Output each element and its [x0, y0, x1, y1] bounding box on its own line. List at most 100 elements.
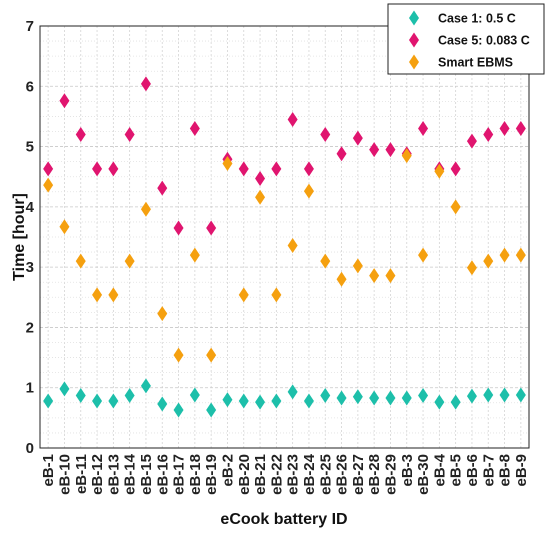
data-point-series-2: [418, 120, 429, 136]
data-point-series-1: [140, 378, 151, 394]
y-tick-label: 6: [26, 78, 34, 95]
data-point-series-2: [515, 120, 526, 136]
x-tick-label: eB-1: [40, 454, 57, 487]
x-tick-label: eB-6: [464, 454, 481, 487]
data-point-series-3: [59, 219, 70, 235]
y-tick-label: 1: [26, 380, 34, 397]
y-tick-label: 2: [26, 319, 34, 336]
data-point-series-3: [108, 287, 119, 303]
legend-marker-series-1: [409, 10, 419, 26]
x-tick-label: eB-5: [448, 454, 465, 487]
data-point-series-1: [173, 402, 184, 418]
data-point-series-2: [352, 130, 363, 146]
data-point-series-2: [140, 76, 151, 92]
data-point-series-2: [499, 120, 510, 136]
data-point-series-3: [255, 189, 266, 205]
data-point-series-1: [434, 394, 445, 410]
x-tick-label: eB-24: [301, 453, 318, 495]
data-point-series-1: [303, 393, 314, 409]
y-tick-label: 5: [26, 139, 34, 156]
x-tick-label: eB-20: [236, 454, 253, 495]
x-tick-label: eB-15: [138, 454, 155, 495]
data-point-series-3: [320, 253, 331, 269]
data-point-series-2: [173, 220, 184, 236]
data-point-series-2: [75, 127, 86, 143]
data-point-series-3: [287, 237, 298, 253]
data-point-series-3: [124, 253, 135, 269]
data-point-series-3: [75, 253, 86, 269]
data-point-series-3: [189, 247, 200, 263]
data-point-series-1: [418, 388, 429, 404]
data-point-series-3: [336, 271, 347, 287]
x-tick-label: eB-16: [154, 454, 171, 495]
data-point-series-1: [222, 392, 233, 408]
data-point-series-3: [401, 148, 412, 164]
data-point-series-2: [287, 111, 298, 127]
data-point-series-2: [466, 133, 477, 149]
data-point-series-1: [499, 387, 510, 403]
data-point-series-1: [450, 394, 461, 410]
x-axis-title: eCook battery ID: [220, 511, 347, 528]
x-tick-label: eB-30: [415, 454, 432, 495]
data-point-series-2: [255, 171, 266, 187]
data-point-series-3: [206, 347, 217, 363]
data-point-series-1: [385, 390, 396, 406]
x-tick-label: eB-22: [268, 454, 285, 495]
legend-label-series-2: Case 5: 0.083 C: [438, 34, 530, 48]
x-tick-label: eB-3: [399, 454, 416, 487]
data-markers: [43, 76, 526, 418]
x-tick-label: eB-18: [187, 454, 204, 495]
data-point-series-2: [303, 161, 314, 177]
plot-background: [40, 26, 529, 448]
data-point-series-1: [369, 390, 380, 406]
x-tick-label: eB-26: [334, 454, 351, 495]
data-point-series-3: [140, 201, 151, 217]
x-tick-label: eB-23: [285, 454, 302, 495]
x-tick-label: eB-7: [480, 454, 497, 487]
y-axis-title: Time [hour]: [11, 193, 28, 281]
data-point-series-3: [238, 287, 249, 303]
data-point-series-2: [271, 161, 282, 177]
data-point-series-1: [466, 388, 477, 404]
data-point-series-1: [189, 387, 200, 403]
data-point-series-3: [92, 287, 103, 303]
data-point-series-2: [189, 120, 200, 136]
data-point-series-2: [369, 142, 380, 158]
data-point-series-1: [336, 390, 347, 406]
data-point-series-1: [75, 388, 86, 404]
y-tick-label: 3: [26, 259, 34, 276]
data-point-series-1: [483, 387, 494, 403]
x-tick-label: eB-12: [89, 454, 106, 495]
data-point-series-1: [255, 394, 266, 410]
y-tick-labels: 0 1 2 3 4 5 6 7: [26, 18, 35, 457]
data-point-series-3: [157, 306, 168, 322]
data-point-series-1: [157, 396, 168, 412]
data-point-series-3: [515, 247, 526, 263]
y-tick-label: 7: [26, 18, 34, 35]
data-point-series-1: [515, 387, 526, 403]
data-point-series-3: [352, 258, 363, 274]
x-tick-label: eB-10: [56, 454, 73, 495]
x-tick-label: eB-13: [105, 454, 122, 495]
data-point-series-2: [92, 161, 103, 177]
data-point-series-3: [271, 287, 282, 303]
x-tick-label: eB-27: [350, 454, 367, 495]
data-point-series-3: [483, 253, 494, 269]
data-point-series-2: [206, 220, 217, 236]
x-tick-labels: eB-1 eB-10 eB-11 eB-12 eB-13 eB-14 eB-15 eB-16 e…: [40, 453, 530, 495]
x-tick-label: eB-2: [219, 454, 236, 487]
legend-marker-series-2: [409, 32, 419, 48]
data-point-series-1: [401, 390, 412, 406]
grid-lines: [40, 25, 529, 449]
data-point-series-3: [369, 268, 380, 284]
data-point-series-2: [238, 161, 249, 177]
legend-label-series-3: Smart EBMS: [438, 56, 513, 70]
legend-label-series-1: Case 1: 0.5 C: [438, 12, 516, 26]
data-point-series-2: [59, 93, 70, 109]
data-point-series-3: [43, 177, 54, 193]
data-point-series-3: [499, 247, 510, 263]
data-point-series-1: [271, 393, 282, 409]
y-tick-label: 4: [26, 199, 35, 216]
data-point-series-1: [238, 393, 249, 409]
data-point-series-1: [92, 393, 103, 409]
